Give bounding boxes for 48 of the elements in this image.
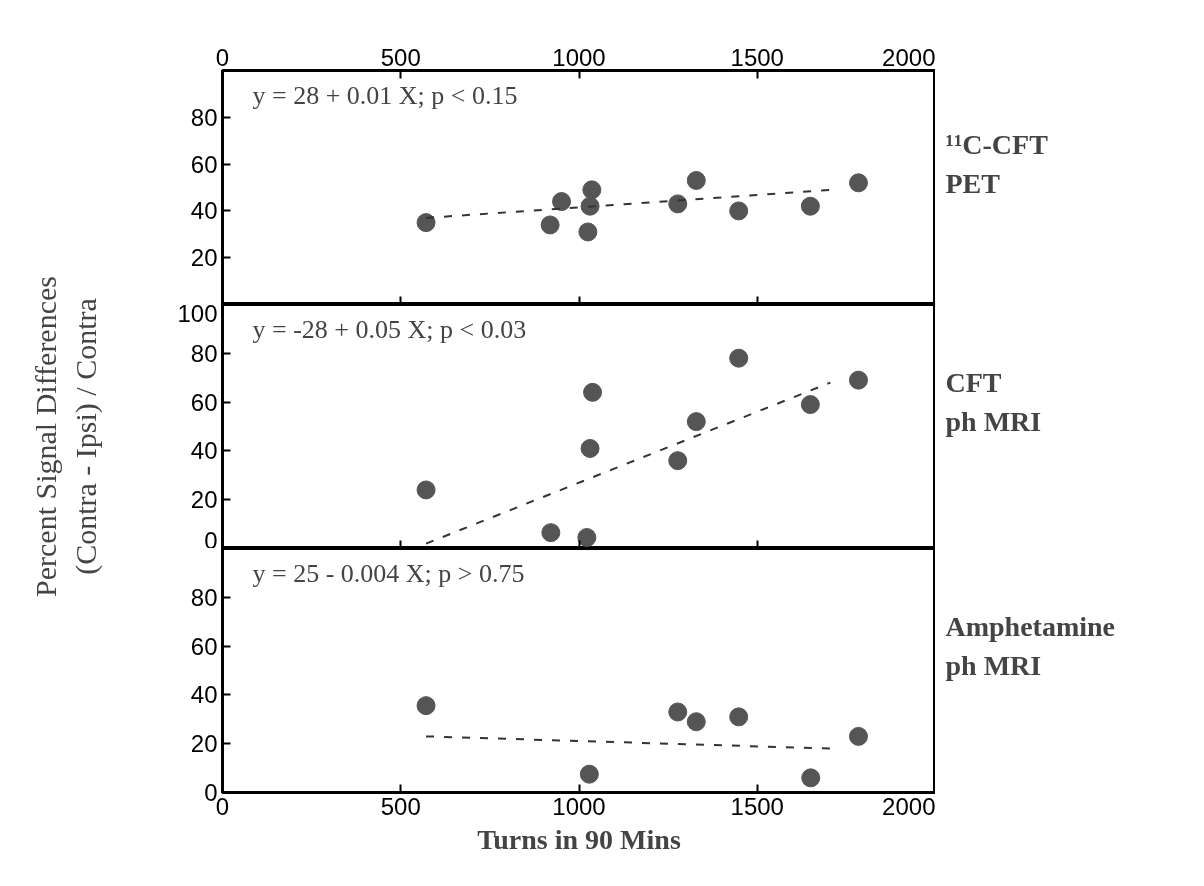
y-tick-label: 40 <box>190 197 218 225</box>
y-tick-label: 80 <box>190 103 218 131</box>
point <box>729 201 749 221</box>
point <box>668 702 688 722</box>
x2-tick-label: 2000 <box>882 43 936 71</box>
text: Amphetamine ph MRI <box>945 611 1116 681</box>
x-tick-label: 500 <box>380 792 421 820</box>
point <box>552 192 572 212</box>
y-tick-label: 0 <box>204 526 218 554</box>
annotation: y = 25 - 0.004 X; p > 0.75 <box>252 558 525 588</box>
point <box>582 180 602 200</box>
y-tick-label: 20 <box>190 730 218 758</box>
point <box>800 196 820 216</box>
text: ¹¹C-CFT PET <box>945 129 1049 199</box>
point <box>729 707 749 727</box>
y-tick-label: 80 <box>190 339 218 367</box>
x2-tick-label: 1500 <box>730 43 784 71</box>
point <box>686 171 706 190</box>
annotation: y = -28 + 0.05 X; p < 0.03 <box>252 314 527 344</box>
x-axis-title: Turns in 90 Mins <box>477 823 681 855</box>
y-tick-label: 20 <box>190 244 218 272</box>
annotation: y = 28 + 0.01 X; p < 0.15 <box>252 80 518 110</box>
point <box>540 215 560 235</box>
x2-tick-label: 1000 <box>552 43 606 71</box>
y-tick-label: 40 <box>190 437 218 465</box>
point <box>686 712 706 732</box>
point <box>416 213 436 233</box>
x2-tick-label: 500 <box>380 43 421 71</box>
point <box>416 696 436 716</box>
x-tick-label: 1500 <box>730 792 784 820</box>
text: CFT ph MRI <box>945 367 1042 437</box>
y-tick-label: 60 <box>190 388 218 416</box>
y-tick-label: 20 <box>190 486 218 514</box>
y-tick-label: 40 <box>190 681 218 709</box>
x-tick-label: 2000 <box>882 792 936 820</box>
point <box>801 768 821 788</box>
y-tick-label: 80 <box>190 583 218 611</box>
point <box>668 194 688 214</box>
y-tick-label: 60 <box>190 632 218 660</box>
point <box>849 726 868 746</box>
y-tick-label: 60 <box>190 150 218 178</box>
point <box>579 764 599 784</box>
point <box>849 173 868 193</box>
point <box>578 222 598 242</box>
x-tick-label: 1000 <box>552 792 606 820</box>
y-axis-title: Percent Signal Differences (Contra - Ipsi) / Contra <box>29 276 103 597</box>
point <box>580 196 600 216</box>
y-tick-label: 100 <box>177 299 218 327</box>
